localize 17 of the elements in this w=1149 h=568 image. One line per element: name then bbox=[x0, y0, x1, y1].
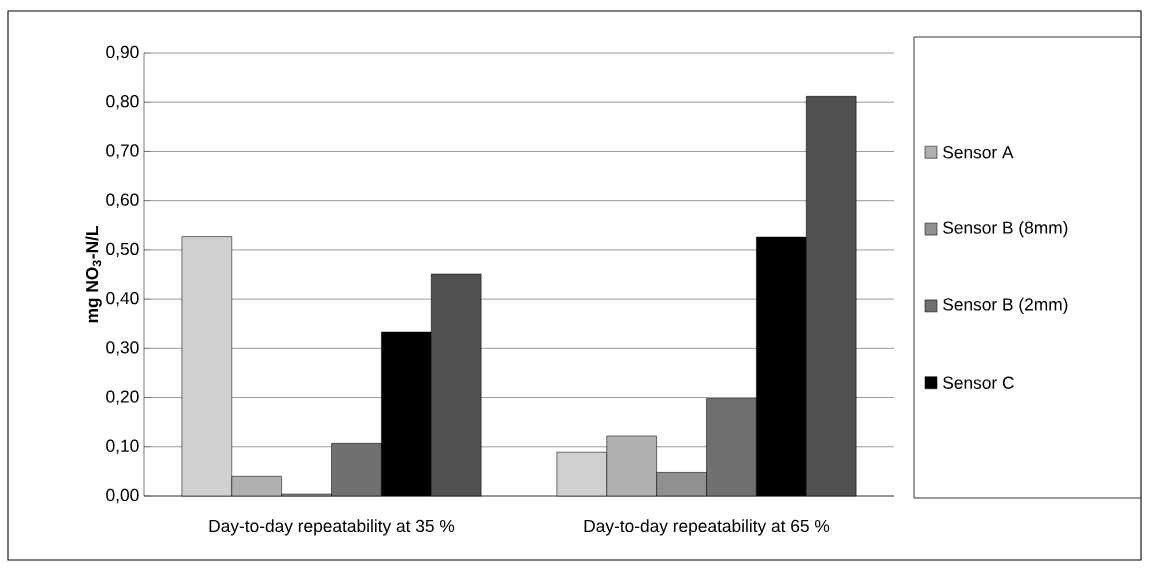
legend-label: Sensor C bbox=[943, 376, 1014, 389]
y-tick-label: 0,30 bbox=[106, 341, 139, 356]
y-tick-label: 0,90 bbox=[106, 45, 139, 61]
legend-label: Sensor B (2mm) bbox=[943, 297, 1068, 314]
y-tick-label: 0,00 bbox=[106, 488, 139, 504]
legend-label: Sensor A bbox=[943, 146, 1014, 159]
y-tick-label: 0,60 bbox=[106, 193, 139, 208]
x-tick-label: Day-to-day repeatability at 65 % bbox=[584, 519, 830, 536]
y-tick-label: 0,70 bbox=[106, 144, 139, 159]
y-tick-label: 0,40 bbox=[106, 291, 139, 307]
y-tick-label: 0,10 bbox=[106, 439, 139, 454]
x-tick-label: Day-to-day repeatability at 35 % bbox=[209, 519, 455, 536]
y-tick-label: 0,80 bbox=[106, 95, 139, 110]
y-axis-title: mg NO$_{3}$-N/L bbox=[85, 226, 102, 323]
y-tick-label: 0,20 bbox=[106, 390, 139, 405]
legend-label: Sensor B (8mm) bbox=[943, 220, 1068, 238]
y-tick-label: 0,50 bbox=[106, 242, 139, 258]
